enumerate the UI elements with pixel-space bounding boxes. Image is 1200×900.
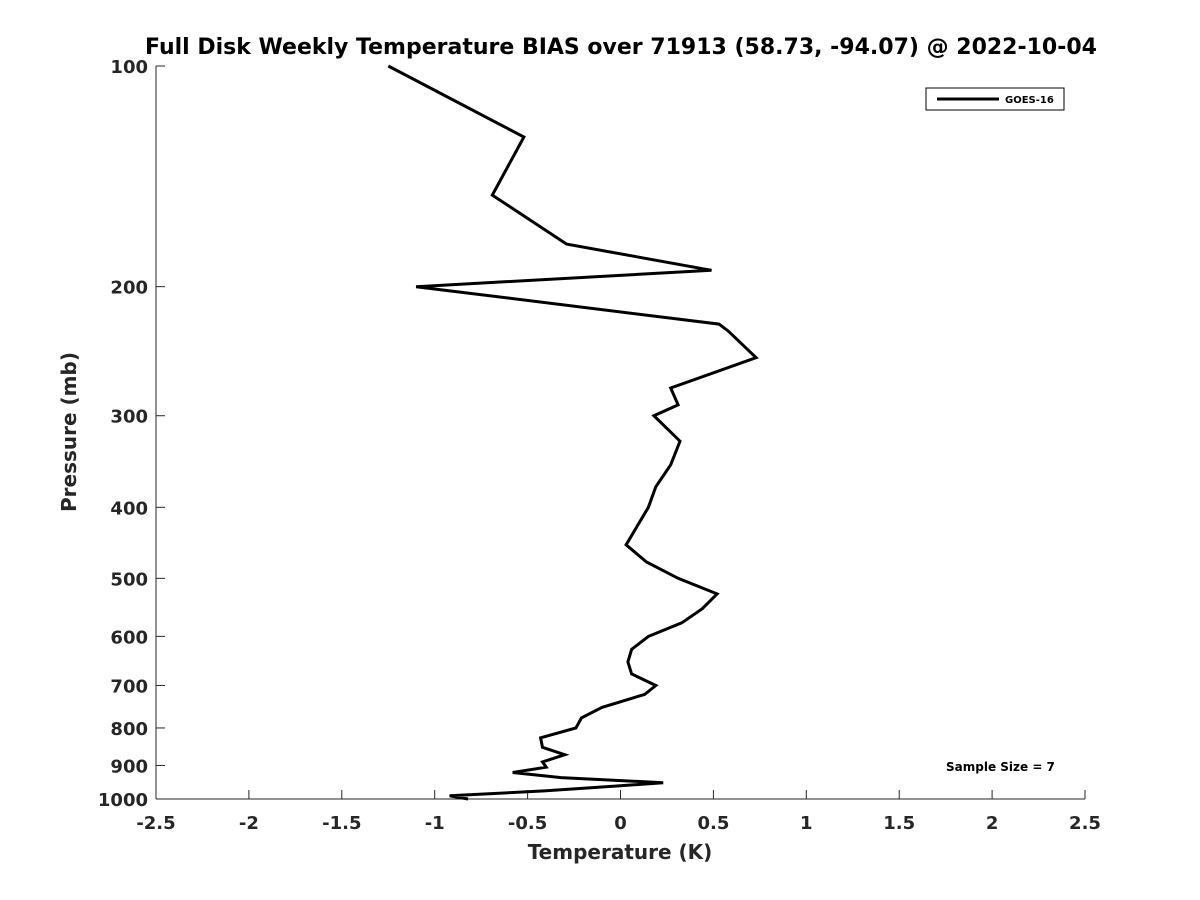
y-tick-label: 1000 [98,790,148,811]
plot-area [156,66,1085,799]
y-tick-label: 900 [110,756,148,777]
legend-label-goes-16: GOES-16 [1005,95,1054,106]
y-tick-label: 100 [110,57,148,78]
y-tick-label: 700 [110,676,148,697]
x-tick-label: 0 [614,813,627,834]
series-group [387,64,759,801]
x-tick-label: -1 [425,813,445,834]
x-tick-label: -2 [239,813,259,834]
sample-size-annotation: Sample Size = 7 [946,760,1055,774]
x-tick-label: 1 [800,813,813,834]
x-tick-label: 2 [986,813,999,834]
y-tick-label: 300 [110,407,148,428]
x-tick-label: -1.5 [322,813,361,834]
y-axis-label: Pressure (mb) [57,352,81,512]
y-tick-label: 500 [110,569,148,590]
legend: GOES-16 [925,87,1065,111]
x-axis-label: Temperature (K) [528,840,713,864]
x-tick-label: 1.5 [883,813,915,834]
y-tick-label: 600 [110,627,148,648]
chart-title: Full Disk Weekly Temperature BIAS over 7… [145,35,1097,60]
y-ticks: 100 200 300 400 500 600 700 800 900 1000 [98,57,165,811]
x-ticks: -2.5 -2 -1.5 -1 -0.5 0 0.5 1 1.5 2 2.5 [136,790,1101,834]
y-tick-label: 400 [110,498,148,519]
x-tick-label: -2.5 [136,813,175,834]
x-tick-label: 0.5 [697,813,729,834]
y-tick-label: 800 [110,719,148,740]
series-line-goes-16 [387,64,759,801]
y-tick-label: 200 [110,278,148,299]
x-tick-label: -0.5 [508,813,547,834]
x-tick-label: 2.5 [1069,813,1101,834]
